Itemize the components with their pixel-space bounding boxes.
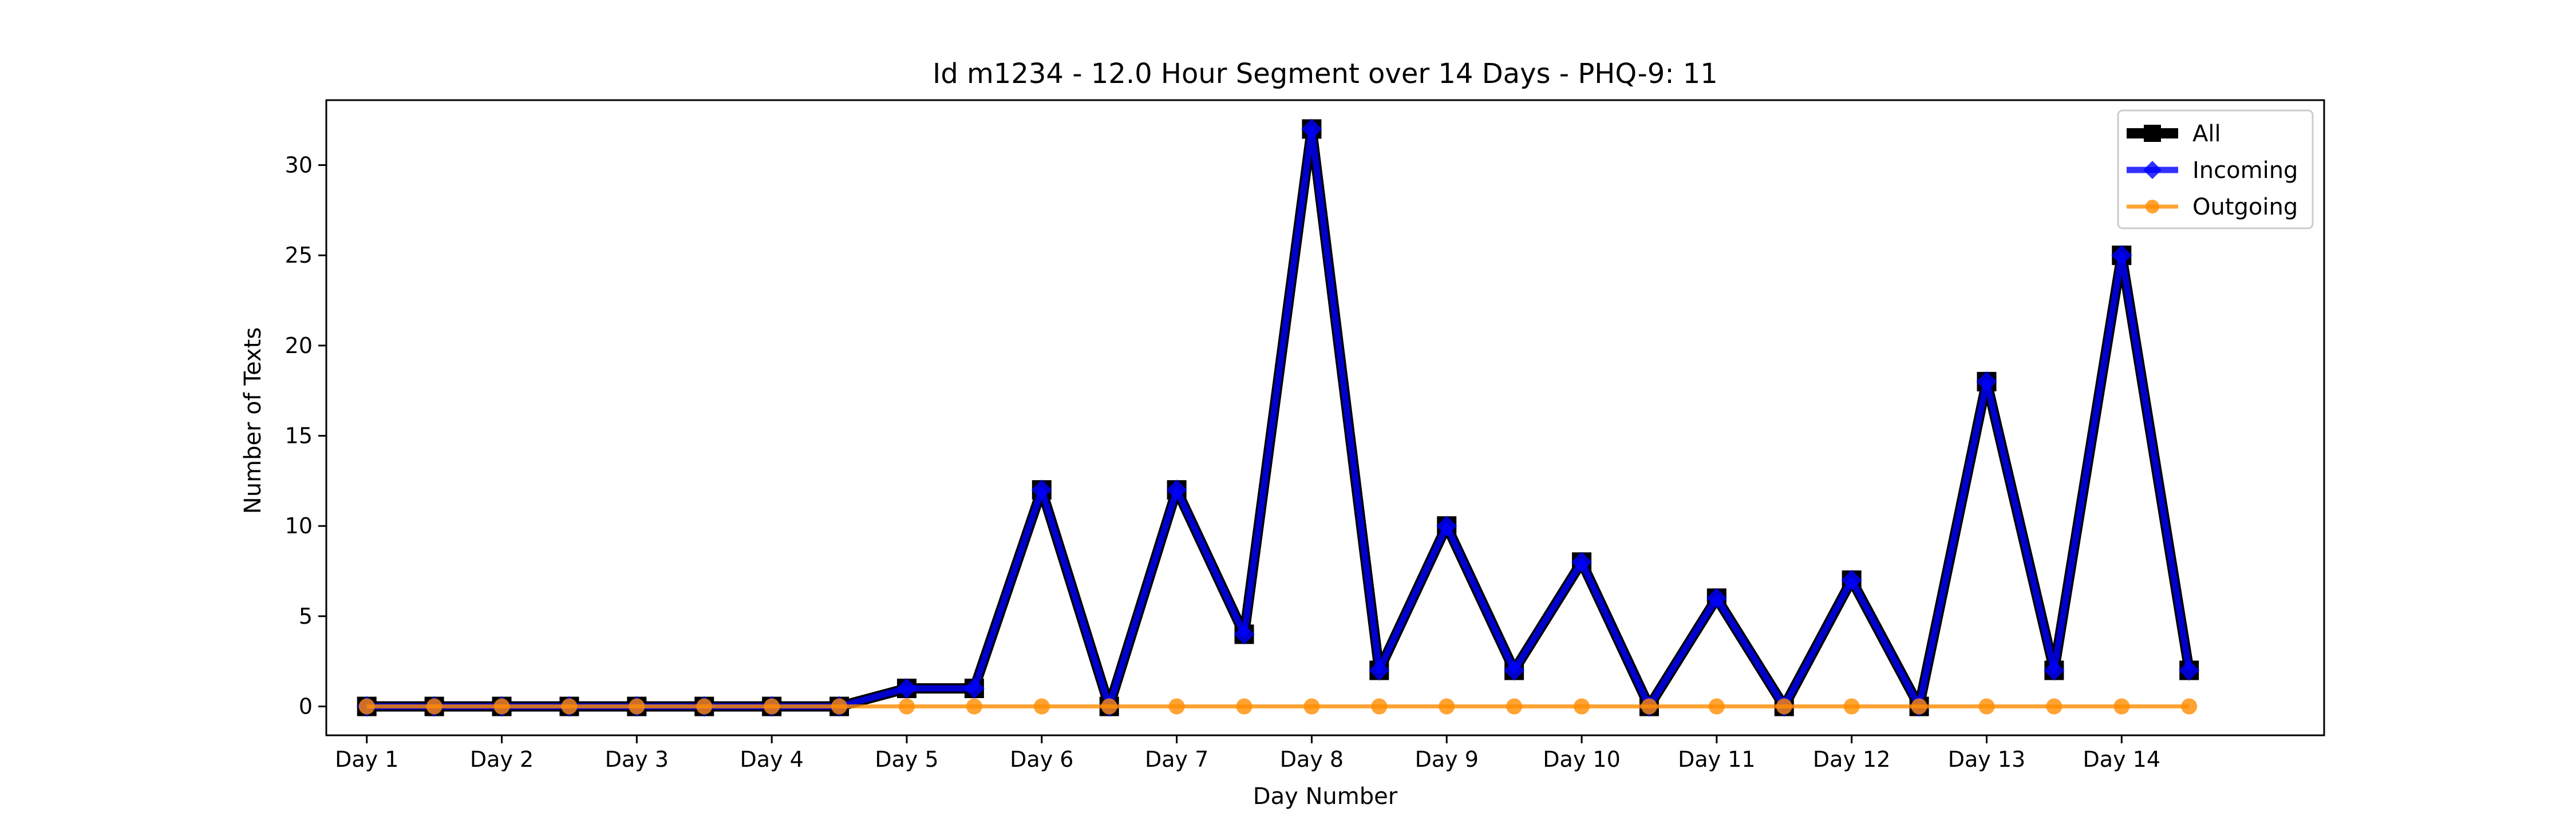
y-tick-label: 0 bbox=[299, 694, 313, 719]
x-tick-label: Day 6 bbox=[1010, 747, 1073, 772]
data-point-outgoing bbox=[629, 698, 645, 715]
legend-item-outgoing: Outgoing bbox=[2127, 194, 2298, 220]
data-point-incoming bbox=[896, 678, 917, 699]
y-tick-label: 15 bbox=[285, 423, 313, 449]
y-tick-label: 30 bbox=[285, 153, 313, 178]
data-point-outgoing bbox=[1978, 698, 1995, 715]
data-point-outgoing bbox=[966, 698, 982, 715]
legend-marker-all bbox=[2144, 125, 2161, 142]
data-point-incoming bbox=[1706, 588, 1727, 609]
data-point-outgoing bbox=[831, 698, 848, 715]
legend-label-all: All bbox=[2192, 121, 2221, 147]
data-point-outgoing bbox=[561, 698, 578, 715]
legend-item-all: All bbox=[2127, 121, 2221, 147]
data-point-outgoing bbox=[1574, 698, 1590, 715]
legend-marker-outgoing bbox=[2146, 200, 2159, 213]
data-point-incoming bbox=[963, 678, 985, 699]
plot-area: 0 5 10 15 20 25 30 Day 1 Day 2 Day 3 Day 4 Day 5 Day… bbox=[285, 118, 2200, 772]
x-tick-label: Day 1 bbox=[335, 747, 398, 772]
data-point-outgoing bbox=[2113, 698, 2130, 715]
y-tick-label: 25 bbox=[285, 243, 313, 268]
legend-item-incoming: Incoming bbox=[2127, 157, 2298, 184]
data-point-incoming bbox=[1436, 516, 1457, 537]
data-point-incoming bbox=[1571, 552, 1593, 573]
data-point-outgoing bbox=[1236, 698, 1253, 715]
x-tick-label: Day 13 bbox=[1948, 747, 2025, 772]
legend: All Incoming Outgoing bbox=[2117, 109, 2314, 229]
data-point-outgoing bbox=[1708, 698, 1725, 715]
data-point-outgoing bbox=[898, 698, 915, 715]
x-tick-label: Day 10 bbox=[1543, 747, 1620, 772]
data-point-outgoing bbox=[1371, 698, 1388, 715]
series-outgoing bbox=[358, 698, 2198, 715]
data-point-outgoing bbox=[1101, 698, 1117, 715]
x-tick-label: Day 8 bbox=[1280, 747, 1344, 772]
data-point-outgoing bbox=[764, 698, 780, 715]
data-point-incoming bbox=[1841, 569, 1862, 591]
data-point-incoming bbox=[1369, 660, 1390, 681]
x-tick-label: Day 7 bbox=[1145, 747, 1208, 772]
data-point-incoming bbox=[1504, 660, 1525, 681]
data-point-incoming bbox=[1166, 480, 1187, 501]
x-tick-label: Day 9 bbox=[1415, 747, 1479, 772]
data-point-outgoing bbox=[1911, 698, 1927, 715]
data-point-incoming bbox=[1234, 624, 1255, 645]
data-point-incoming bbox=[1976, 371, 1997, 392]
data-point-incoming bbox=[1301, 118, 1322, 140]
data-point-outgoing bbox=[2181, 698, 2198, 715]
data-point-outgoing bbox=[1506, 698, 1523, 715]
x-axis-label: Day Number bbox=[1253, 783, 1398, 810]
data-point-outgoing bbox=[1439, 698, 1455, 715]
data-point-outgoing bbox=[1641, 698, 1657, 715]
y-tick-label: 5 bbox=[299, 604, 313, 629]
x-tick-label: Day 11 bbox=[1678, 747, 1755, 772]
y-axis-label: Number of Texts bbox=[240, 327, 266, 514]
data-point-outgoing bbox=[358, 698, 375, 715]
legend-label-outgoing: Outgoing bbox=[2192, 194, 2298, 220]
x-tick-label: Day 5 bbox=[875, 747, 938, 772]
data-point-incoming bbox=[2179, 660, 2200, 681]
plot-frame bbox=[325, 99, 2325, 736]
data-point-incoming bbox=[2044, 660, 2065, 681]
y-tick-label: 20 bbox=[285, 333, 313, 358]
data-point-outgoing bbox=[1168, 698, 1185, 715]
data-point-incoming bbox=[2111, 245, 2132, 266]
x-tick-label: Day 12 bbox=[1813, 747, 1890, 772]
axis-ticks: 0 5 10 15 20 25 30 Day 1 Day 2 Day 3 Day 4 Day 5 Day… bbox=[285, 153, 2160, 772]
data-point-outgoing bbox=[1843, 698, 1860, 715]
data-point-outgoing bbox=[696, 698, 713, 715]
legend-label-incoming: Incoming bbox=[2192, 157, 2298, 184]
legend-box bbox=[2117, 109, 2314, 229]
x-tick-label: Day 3 bbox=[605, 747, 669, 772]
data-point-outgoing bbox=[426, 698, 442, 715]
legend-marker-incoming bbox=[2143, 161, 2162, 179]
x-tick-label: Day 14 bbox=[2083, 747, 2160, 772]
data-point-incoming bbox=[1031, 480, 1052, 501]
x-tick-label: Day 4 bbox=[740, 747, 804, 772]
chart-title: Id m1234 - 12.0 Hour Segment over 14 Day… bbox=[933, 58, 1718, 90]
x-tick-label: Day 2 bbox=[470, 747, 534, 772]
y-tick-label: 10 bbox=[285, 513, 313, 538]
data-point-outgoing bbox=[1303, 698, 1320, 715]
data-point-outgoing bbox=[1776, 698, 1792, 715]
data-point-outgoing bbox=[493, 698, 510, 715]
data-point-outgoing bbox=[1033, 698, 1050, 715]
data-point-outgoing bbox=[2046, 698, 2063, 715]
